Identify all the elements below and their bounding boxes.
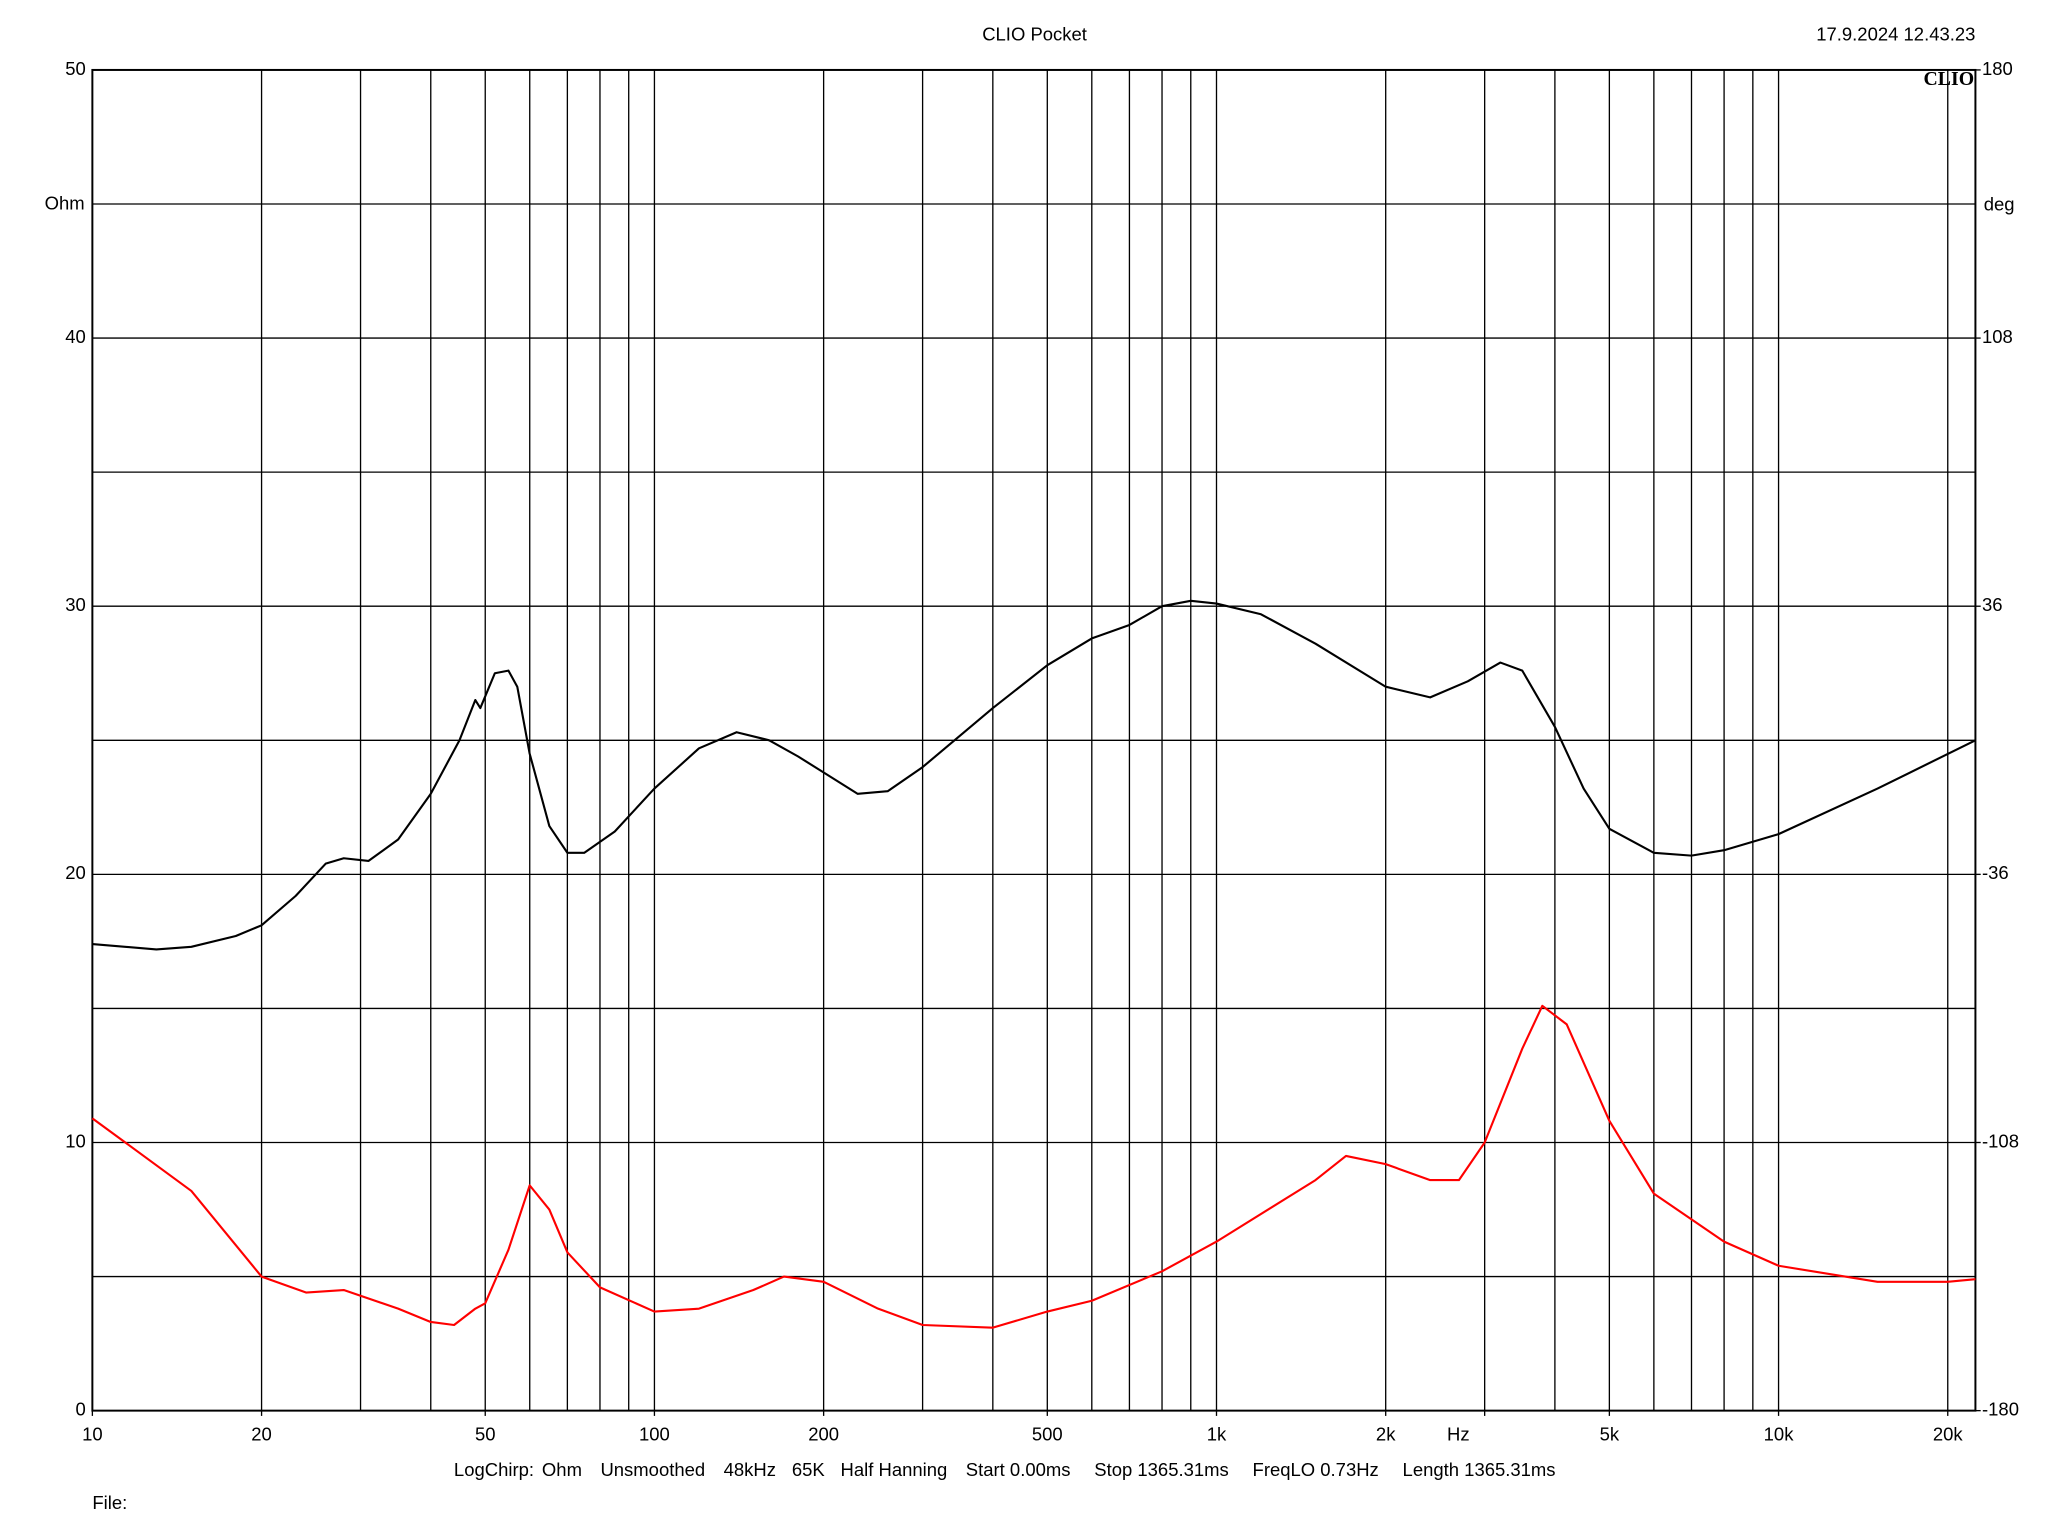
footer-item: Start 0.00ms [966,1459,1071,1480]
x-tick-label: 2k [1376,1424,1396,1445]
y-tick-label: 0 [75,1399,85,1420]
footer-item: LogChirp: [454,1459,534,1480]
footer-item: FreqLO 0.73Hz [1253,1459,1379,1480]
y-tick-label: 40 [65,326,86,347]
y2-axis-label: deg [1984,194,2015,215]
y-tick-label: 30 [65,594,86,615]
y2-tick-label: -108 [1982,1130,2019,1151]
x-tick-label: 10 [82,1424,103,1445]
footer-item: Stop 1365.31ms [1094,1459,1229,1480]
logo: CLIO [1924,68,1975,90]
series-line [92,599,1976,951]
x-tick-label: 100 [639,1424,670,1445]
x-tick-label: Hz [1447,1424,1470,1445]
file-label: File: [92,1492,127,1513]
y-tick-label: 10 [65,1130,86,1151]
footer-item: Length 1365.31ms [1403,1459,1556,1480]
series-line [91,1004,1976,1329]
x-tick-label: 200 [808,1424,839,1445]
x-tick-label: 20k [1933,1424,1964,1445]
y-axis-label: Ohm [45,192,85,213]
footer-item: 48kHz [724,1459,776,1480]
footer-item: 65K [792,1459,826,1480]
y-tick-label: 50 [65,58,86,79]
x-tick-label: 1k [1207,1424,1227,1445]
y-tick-label: 20 [65,862,86,883]
y2-tick-label: 36 [1982,594,2003,615]
timestamp: 17.9.2024 12.43.23 [1816,24,1975,45]
x-tick-label: 500 [1032,1424,1063,1445]
y2-tick-label: -180 [1982,1399,2019,1420]
y2-tick-label: -36 [1982,862,2009,883]
x-tick-label: 50 [475,1424,496,1445]
footer-item: Half Hanning [841,1459,948,1480]
footer-item: Ohm [542,1459,582,1480]
y2-tick-label: 108 [1982,326,2013,347]
y2-tick-label: 180 [1982,58,2013,79]
x-tick-label: 5k [1600,1424,1620,1445]
x-tick-label: 10k [1764,1424,1795,1445]
chart-title: CLIO Pocket [982,24,1087,45]
footer-item: Unsmoothed [600,1459,705,1480]
x-tick-label: 20 [251,1424,272,1445]
